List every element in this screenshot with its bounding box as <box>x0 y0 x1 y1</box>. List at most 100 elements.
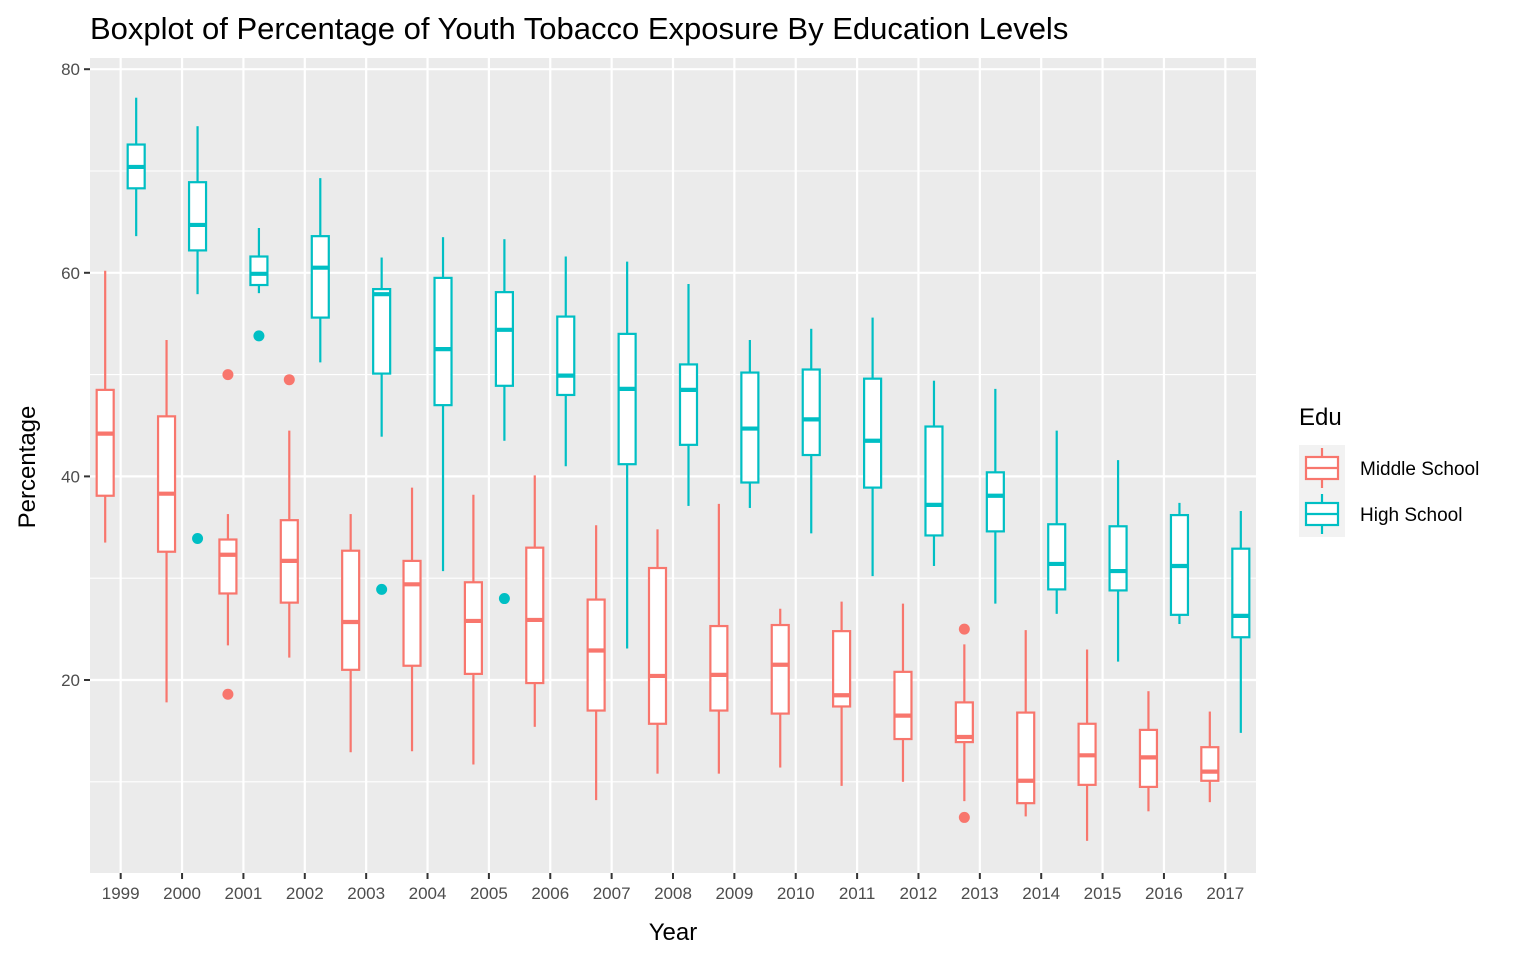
box-iqr <box>494 291 514 387</box>
box-middle-school-2014 <box>1016 630 1036 817</box>
box-iqr <box>1108 525 1128 592</box>
box-high-school-2012 <box>924 380 944 566</box>
box-iqr <box>463 581 483 675</box>
box-iqr <box>218 538 238 595</box>
outlier-point <box>222 688 234 700</box>
box-iqr <box>617 332 637 466</box>
x-tick-label: 2014 <box>1022 884 1060 903</box>
y-tick-label: 40 <box>61 467 80 486</box>
box-middle-school-2017 <box>1200 711 1220 803</box>
x-tick-label: 2004 <box>409 884 447 903</box>
box-high-school-2004 <box>433 237 453 572</box>
box-iqr <box>249 255 269 287</box>
x-tick-label: 2005 <box>470 884 508 903</box>
outlier-point <box>192 532 204 544</box>
outlier-point <box>958 811 970 823</box>
box-high-school-1999 <box>126 97 146 237</box>
box-middle-school-2002 <box>279 374 299 658</box>
box-iqr <box>310 235 330 319</box>
box-middle-school-2007 <box>586 525 606 801</box>
grid-layer <box>90 58 1256 873</box>
box-iqr <box>556 315 576 397</box>
x-tick-label: 2012 <box>900 884 938 903</box>
box-high-school-2014 <box>1047 430 1067 614</box>
box-iqr <box>985 471 1005 533</box>
box-iqr <box>1231 547 1251 639</box>
box-iqr <box>433 276 453 407</box>
box-iqr <box>402 559 422 667</box>
box-middle-school-2008 <box>647 529 668 774</box>
box-iqr <box>770 623 790 715</box>
x-tick-label: 2001 <box>225 884 263 903</box>
box-middle-school-2001 <box>218 369 238 700</box>
box-iqr <box>647 566 668 725</box>
box-high-school-2002 <box>310 178 330 363</box>
x-tick-label: 2002 <box>286 884 324 903</box>
box-middle-school-2009 <box>709 503 729 774</box>
y-tick-label: 60 <box>61 264 80 283</box>
box-iqr <box>372 287 392 375</box>
x-tick-label: 2007 <box>593 884 631 903</box>
x-tick-label: 2003 <box>347 884 385 903</box>
box-high-school-2011 <box>863 317 883 577</box>
box-middle-school-2005 <box>463 494 483 765</box>
box-iqr <box>586 598 606 712</box>
box-iqr <box>1016 711 1036 805</box>
box-iqr <box>893 670 913 741</box>
y-tick-label: 80 <box>61 60 80 79</box>
box-iqr <box>832 630 852 708</box>
box-iqr <box>801 368 821 457</box>
box-middle-school-2016 <box>1138 691 1159 812</box>
legend-keys <box>1304 448 1340 534</box>
x-tick-label: 2008 <box>654 884 692 903</box>
outlier-point <box>498 593 510 605</box>
x-tick-label: 2016 <box>1145 884 1183 903</box>
box-layer <box>95 97 1251 841</box>
legend-label-middle-school: Middle School <box>1360 459 1479 480</box>
box-iqr <box>863 377 883 489</box>
outlier-point <box>222 369 234 381</box>
box-high-school-2000 <box>187 126 208 544</box>
outlier-point <box>376 583 388 595</box>
box-high-school-2006 <box>556 256 576 467</box>
x-tick-label: 2010 <box>777 884 815 903</box>
box-middle-school-2011 <box>832 601 852 786</box>
box-iqr <box>525 546 545 685</box>
box-middle-school-2010 <box>770 608 790 768</box>
axis-layer: 20 40 60 80 1999 2000 2001 2002 2003 2004 2005 2006… <box>61 60 1244 903</box>
box-high-school-2005 <box>494 239 514 605</box>
box-high-school-2009 <box>740 339 760 508</box>
box-middle-school-2003 <box>341 514 361 753</box>
box-iqr <box>709 624 729 712</box>
x-tick-label: 2015 <box>1084 884 1122 903</box>
outlier-point <box>283 374 295 386</box>
box-middle-school-2004 <box>402 487 422 752</box>
legend-label-high-school: High School <box>1360 505 1462 526</box>
box-high-school-2003 <box>372 257 392 595</box>
legend: Edu Middle School High School <box>1299 404 1479 537</box>
legend-title: Edu <box>1299 404 1342 431</box>
chart-title: Boxplot of Percentage of Youth Tobacco E… <box>90 11 1068 46</box>
box-high-school-2016 <box>1169 502 1190 625</box>
box-high-school-2001 <box>249 228 269 342</box>
y-tick-label: 20 <box>61 671 80 690</box>
box-middle-school-2013 <box>954 623 974 823</box>
box-middle-school-2012 <box>893 603 913 782</box>
x-tick-label: 2009 <box>715 884 753 903</box>
x-tick-label: 2017 <box>1206 884 1244 903</box>
box-iqr <box>95 388 115 497</box>
box-high-school-2015 <box>1108 460 1128 662</box>
box-middle-school-1999 <box>95 270 115 543</box>
box-middle-school-2015 <box>1077 649 1097 841</box>
box-high-school-2010 <box>801 328 821 534</box>
legend-key-high-school <box>1304 494 1340 534</box>
x-tick-label: 2000 <box>163 884 201 903</box>
x-tick-label: 2006 <box>531 884 569 903</box>
box-middle-school-2006 <box>525 475 545 727</box>
box-high-school-2008 <box>678 283 699 506</box>
box-iqr <box>678 363 699 446</box>
x-axis-title: Year <box>649 919 698 946</box>
x-tick-label: 2011 <box>839 884 876 903</box>
